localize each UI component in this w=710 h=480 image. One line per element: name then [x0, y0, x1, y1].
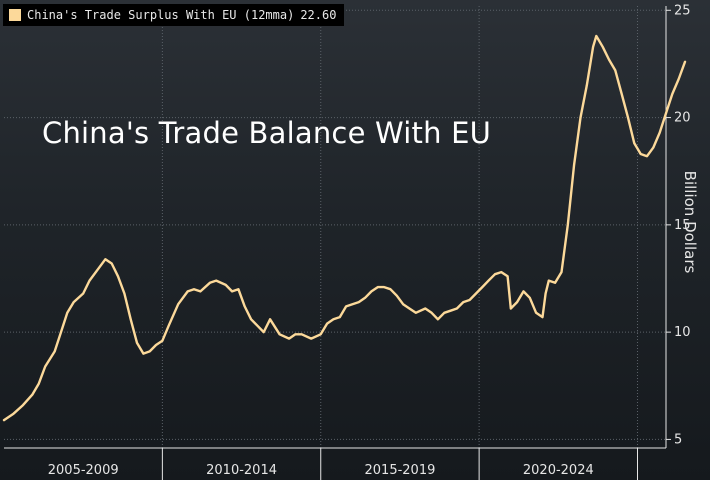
y-tick-label: 25 [674, 3, 691, 18]
x-tick-label: 2015-2019 [365, 463, 436, 478]
y-axis-ticks: 5 10 15 20 25 [666, 3, 691, 447]
y-axis-label: Billion Dollars [681, 170, 699, 274]
legend-swatch [9, 9, 21, 21]
y-tick-label: 10 [674, 325, 691, 340]
y-tick-label: 5 [674, 432, 682, 447]
legend-last-value: 22.60 [300, 8, 337, 22]
legend-series-label: China's Trade Surplus With EU (12mma) [27, 8, 295, 22]
series-layer [2, 34, 687, 422]
y-tick-label: 20 [674, 111, 691, 126]
axes [4, 6, 667, 449]
x-tick-label: 2020-2024 [523, 463, 594, 478]
x-tick-label: 2010-2014 [206, 463, 277, 478]
x-tick-label: 2005-2009 [48, 463, 119, 478]
y-tick-label: 15 [674, 218, 691, 233]
x-axis-ticks: 2005-2009 2010-2014 2015-2019 2020-2024 [48, 448, 638, 480]
series-line [2, 34, 687, 422]
chart-legend: China's Trade Surplus With EU (12mma) 22… [3, 4, 345, 26]
chart-annotation: China's Trade Balance With EU [42, 116, 492, 150]
